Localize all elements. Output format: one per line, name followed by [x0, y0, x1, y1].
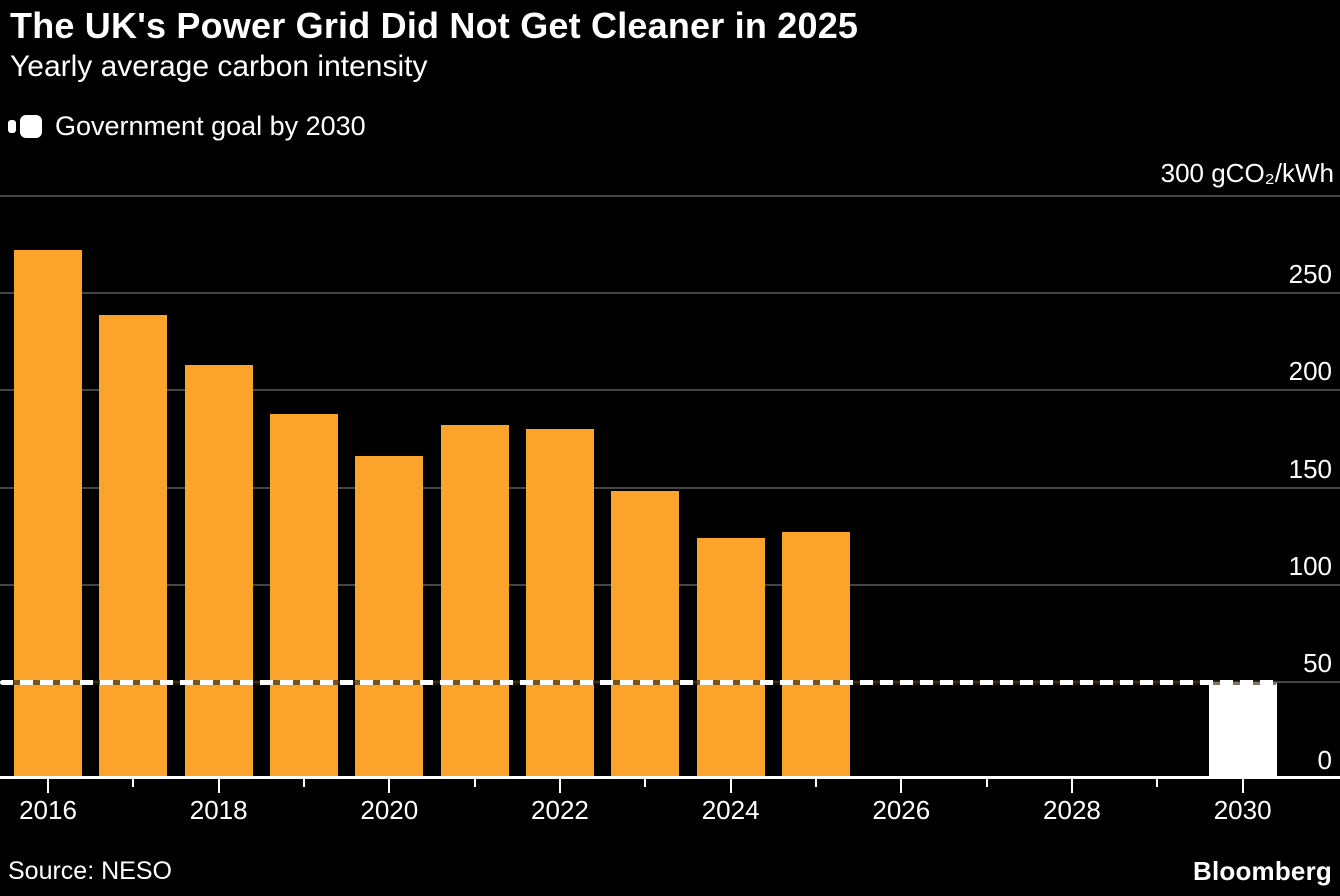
legend-label: Government goal by 2030 — [55, 110, 366, 141]
x-tick-2017 — [132, 779, 135, 787]
bar-2019 — [269, 413, 338, 779]
x-tick-2018 — [217, 779, 220, 793]
goal-dashed-line — [0, 679, 1277, 685]
gridline-300 — [0, 195, 1340, 197]
bar-2023 — [611, 491, 680, 779]
x-tick-label-2018: 2018 — [189, 795, 248, 825]
x-tick-label-2030: 2030 — [1213, 795, 1272, 825]
x-tick-label-2026: 2026 — [872, 795, 931, 825]
x-tick-label-2020: 2020 — [360, 795, 419, 825]
y-tick-label-200: 200 — [1288, 356, 1332, 387]
x-tick-label-2022: 2022 — [531, 795, 589, 825]
bar-2020 — [355, 456, 424, 779]
x-axis-baseline — [0, 776, 1340, 779]
bar-2030 — [1208, 681, 1277, 779]
x-tick-label-2024: 2024 — [701, 795, 760, 825]
bar-2024 — [696, 538, 765, 779]
x-tick-2026 — [900, 779, 903, 793]
x-tick-2021 — [473, 779, 476, 787]
gridline-150 — [0, 486, 1340, 489]
bloomberg-logo: Bloomberg — [1192, 856, 1332, 886]
bar-2025 — [781, 532, 850, 779]
chart-subtitle: Yearly average carbon intensity — [10, 50, 428, 83]
x-tick-2028 — [1070, 779, 1073, 793]
x-tick-label-2016: 2016 — [19, 795, 77, 825]
y-tick-label-250: 250 — [1288, 259, 1332, 290]
bar-2022 — [525, 429, 594, 779]
x-tick-label-2028: 2028 — [1043, 795, 1101, 825]
source-note: Source: NESO — [8, 857, 172, 885]
x-tick-2024 — [729, 779, 732, 793]
x-tick-2027 — [985, 779, 988, 787]
bar-2016 — [14, 250, 82, 779]
bar-2021 — [440, 425, 509, 779]
gridline-200 — [0, 389, 1340, 392]
y-tick-label-50: 50 — [1303, 647, 1332, 678]
plot-area: 0 50 100 150 200 250 — [0, 195, 1340, 779]
chart-title: The UK's Power Grid Did Not Get Cleaner … — [10, 5, 859, 46]
x-tick-2022 — [558, 779, 561, 793]
legend: Government goal by 2030 — [8, 111, 366, 141]
gridline-250 — [0, 292, 1340, 295]
y-tick-label-150: 150 — [1288, 453, 1332, 484]
x-tick-2016 — [47, 779, 49, 793]
y-tick-label-100: 100 — [1288, 550, 1332, 581]
legend-dash — [8, 119, 16, 133]
dashed-line-legend-icon — [8, 114, 42, 138]
y-tick-label-0: 0 — [1317, 745, 1332, 775]
x-tick-2025 — [814, 779, 817, 787]
x-axis: 2016 2018 2020 2022 2024 2026 2028 2030 — [0, 779, 1340, 839]
x-tick-2029 — [1156, 779, 1159, 787]
x-tick-2019 — [302, 779, 305, 787]
bar-2018 — [184, 365, 253, 779]
y-axis-unit-label: 300 gCO₂/kWh — [1160, 158, 1334, 188]
bar-2017 — [99, 314, 168, 779]
legend-square — [20, 114, 42, 138]
x-tick-2023 — [644, 779, 647, 787]
x-tick-2020 — [388, 779, 391, 793]
x-tick-2030 — [1241, 779, 1244, 793]
